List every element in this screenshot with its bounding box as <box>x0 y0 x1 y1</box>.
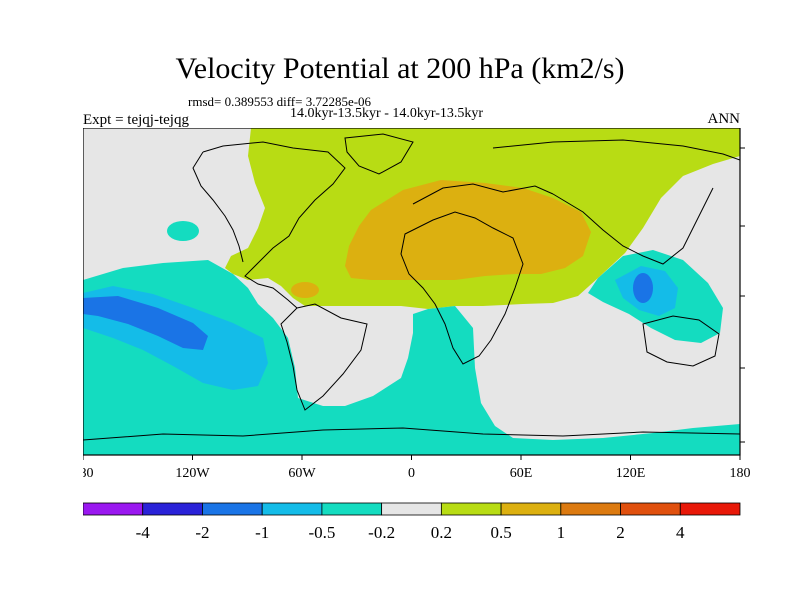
colorbar-label: -1 <box>255 523 269 542</box>
colorbar-label: 1 <box>557 523 566 542</box>
positive-region-medium <box>345 180 591 280</box>
lon-label: 120E <box>616 466 646 481</box>
colorbar-label: -0.5 <box>308 523 335 542</box>
colorbar-label: -0.2 <box>368 523 395 542</box>
stats-label: rmsd= 0.389553 diff= 3.72285e-06 <box>188 94 372 109</box>
colorbar-swatch <box>261 502 323 516</box>
negative-region-pacific-strong <box>83 296 208 350</box>
colorbar-label: 0.5 <box>490 523 511 542</box>
colorbar-label: -2 <box>195 523 209 542</box>
lon-label: 0 <box>408 466 415 481</box>
colorbar-swatch <box>679 502 741 516</box>
positive-region-medium-sa <box>291 282 319 298</box>
colorbar-swatch <box>500 502 562 516</box>
longitude-axis: 180 120W 60W 0 60E 120E 180 <box>83 455 751 481</box>
lon-label: 120W <box>175 466 210 481</box>
colorbar-swatch <box>560 502 621 516</box>
colorbar-swatch <box>202 502 263 516</box>
season-label: ANN <box>707 111 741 127</box>
negative-region-indopacific-strong <box>633 273 653 303</box>
colorbar-swatch <box>321 502 383 516</box>
experiment-label: Expt = tejqj-tejqg <box>83 112 189 128</box>
coastlines <box>83 133 740 441</box>
colorbar-label: 0.2 <box>431 523 452 542</box>
lon-label: 180 <box>730 466 751 481</box>
colorbar-swatch <box>142 502 203 516</box>
plot-title: Velocity Potential at 200 hPa (km2/s) <box>175 52 625 85</box>
colorbar-swatch <box>620 502 681 516</box>
latitude-axis: 80N40N040S80S <box>740 147 745 443</box>
lon-label: 60W <box>288 466 316 481</box>
lon-label: 60E <box>510 466 533 481</box>
colorbar-swatch <box>381 502 442 516</box>
period-label: 14.0kyr-13.5kyr - 14.0kyr-13.5kyr <box>290 106 484 121</box>
colorbar: -4 -2 -1 -0.5 -0.2 0.2 0.5 1 2 4 <box>83 502 741 542</box>
colorbar-swatch <box>440 502 502 516</box>
negative-region-pacific <box>83 260 740 455</box>
lon-label: 180 <box>83 466 94 481</box>
negative-region-north-pacific <box>167 221 199 241</box>
colorbar-swatch <box>83 502 144 516</box>
colorbar-label: -4 <box>136 523 151 542</box>
colorbar-label: 2 <box>616 523 625 542</box>
colorbar-label: 4 <box>676 523 685 542</box>
velocity-potential-map: 80N40N040S80S 180 120W 60W 0 60E 120E 180 -4 -2… <box>83 128 751 542</box>
